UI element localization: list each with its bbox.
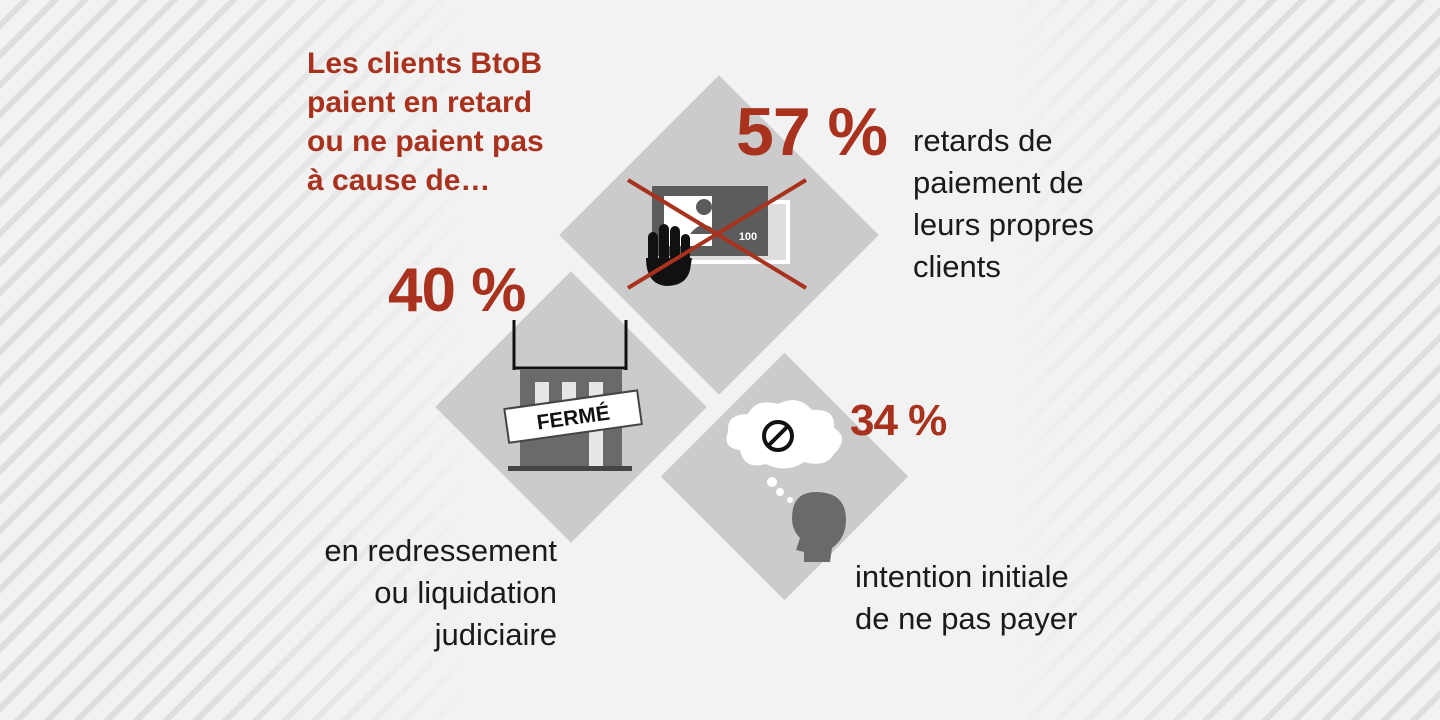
- headline: Les clients BtoB paient en retard ou ne …: [307, 47, 544, 197]
- forbidden-icon: [762, 420, 794, 452]
- stat-value-40: 40 %: [388, 256, 526, 325]
- stat-description-34: intention initiale de ne pas payer: [855, 559, 1078, 636]
- stat-value-34: 34 %: [850, 396, 947, 445]
- closed-shop-icon: FERMÉ: [503, 320, 643, 471]
- stat-description-40: en redressement ou liquidation judiciair…: [324, 533, 557, 652]
- payment-amount: 100: [739, 231, 757, 243]
- head-icon: [792, 492, 846, 562]
- refusal-thought-icon: [726, 400, 846, 562]
- stat-description-57: retards de paiement de leurs propres cli…: [913, 123, 1094, 284]
- stat-value-57: 57 %: [736, 94, 888, 170]
- rejected-payment-icon: 100: [626, 178, 808, 290]
